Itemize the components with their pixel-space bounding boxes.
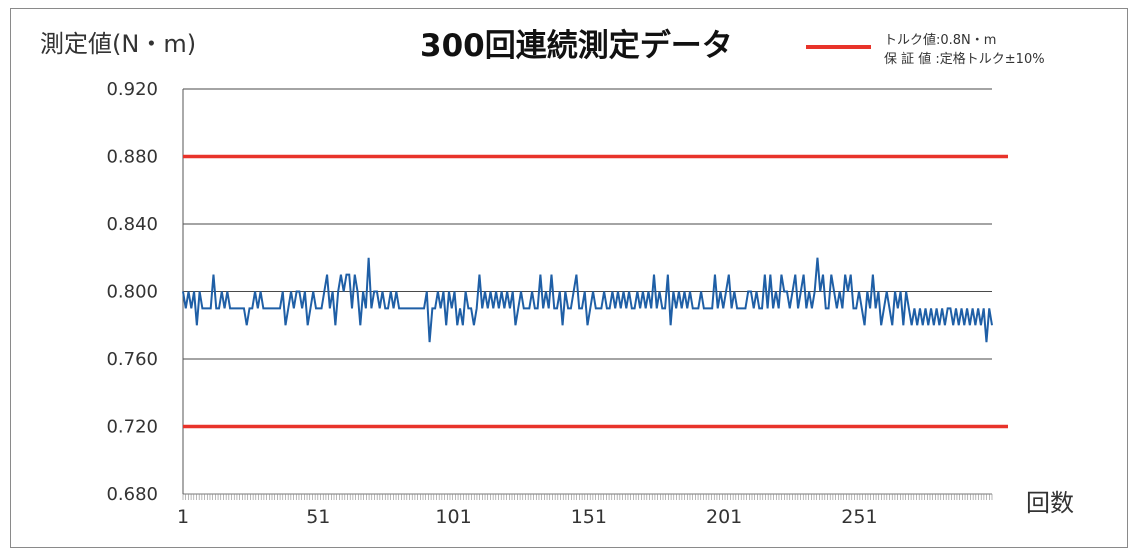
x-tick-label: 1 <box>177 506 189 528</box>
y-tick-label: 0.800 <box>106 282 158 303</box>
y-tick-label: 0.720 <box>106 417 158 438</box>
x-axis-label: 回数 <box>1026 489 1074 517</box>
series-line <box>182 257 993 343</box>
y-axis-label: 測定値(N・m) <box>40 30 196 58</box>
legend-line-2: 保 証 値 :定格トルク±10% <box>884 51 1045 67</box>
limit-lines <box>183 154 1008 429</box>
x-tick-label: 51 <box>306 506 330 528</box>
y-tick-label: 0.920 <box>106 79 158 100</box>
series-lines <box>182 257 993 343</box>
y-tick-label: 0.680 <box>106 484 158 505</box>
y-tick-label: 0.880 <box>106 147 158 168</box>
x-tick-label: 151 <box>571 506 607 528</box>
x-tick-label: 201 <box>706 506 742 528</box>
y-tick-label: 0.760 <box>106 349 158 370</box>
x-minor-ticks <box>182 494 993 500</box>
y-tick-labels: 0.920 0.880 0.840 0.800 0.760 0.720 0.680 <box>106 79 158 505</box>
legend-line-1: トルク値:0.8N・m <box>884 32 996 48</box>
chart-frame <box>10 8 1128 548</box>
x-tick-label: 251 <box>841 506 877 528</box>
y-tick-label: 0.840 <box>106 214 158 235</box>
x-tick-labels: 1 51 101 151 201 251 <box>177 506 878 528</box>
chart-title: 300回連続測定データ <box>420 28 733 64</box>
x-tick-label: 101 <box>435 506 471 528</box>
